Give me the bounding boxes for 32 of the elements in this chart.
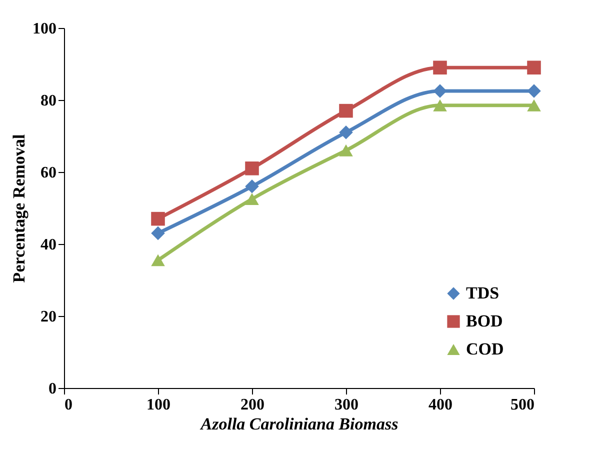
x-tick-label: 300 bbox=[334, 396, 358, 414]
x-tick-label: 100 bbox=[146, 396, 170, 414]
point bbox=[433, 84, 447, 98]
point bbox=[245, 180, 259, 194]
x-tick-label: 200 bbox=[240, 396, 264, 414]
point bbox=[151, 226, 165, 240]
x-axis-title: Azolla Caroliniana Biomass bbox=[200, 414, 399, 434]
legend-label: TDS bbox=[466, 284, 500, 302]
point bbox=[339, 144, 353, 156]
y-tick-label: 40 bbox=[40, 236, 56, 254]
point bbox=[527, 99, 541, 112]
y-tick-label: 0 bbox=[48, 380, 56, 398]
y-tick-label: 100 bbox=[32, 20, 56, 38]
point bbox=[527, 84, 541, 98]
point bbox=[151, 254, 165, 266]
y-tick-label: 60 bbox=[40, 164, 56, 182]
legend-label: BOD bbox=[466, 312, 503, 330]
point bbox=[339, 104, 353, 118]
x-tick-label: 0 bbox=[64, 396, 72, 414]
x-tick-label: 500 bbox=[510, 396, 534, 414]
x-tick-label: 400 bbox=[428, 396, 452, 414]
point bbox=[151, 212, 165, 226]
point bbox=[433, 99, 447, 112]
point bbox=[527, 60, 541, 74]
y-axis-title: Percentage Removal bbox=[10, 134, 28, 283]
point bbox=[245, 162, 259, 176]
point bbox=[245, 193, 259, 205]
legend-label: COD bbox=[466, 340, 504, 358]
y-tick-label: 80 bbox=[40, 92, 56, 110]
point bbox=[433, 60, 447, 74]
point bbox=[339, 126, 353, 140]
y-tick-label: 20 bbox=[40, 308, 56, 326]
